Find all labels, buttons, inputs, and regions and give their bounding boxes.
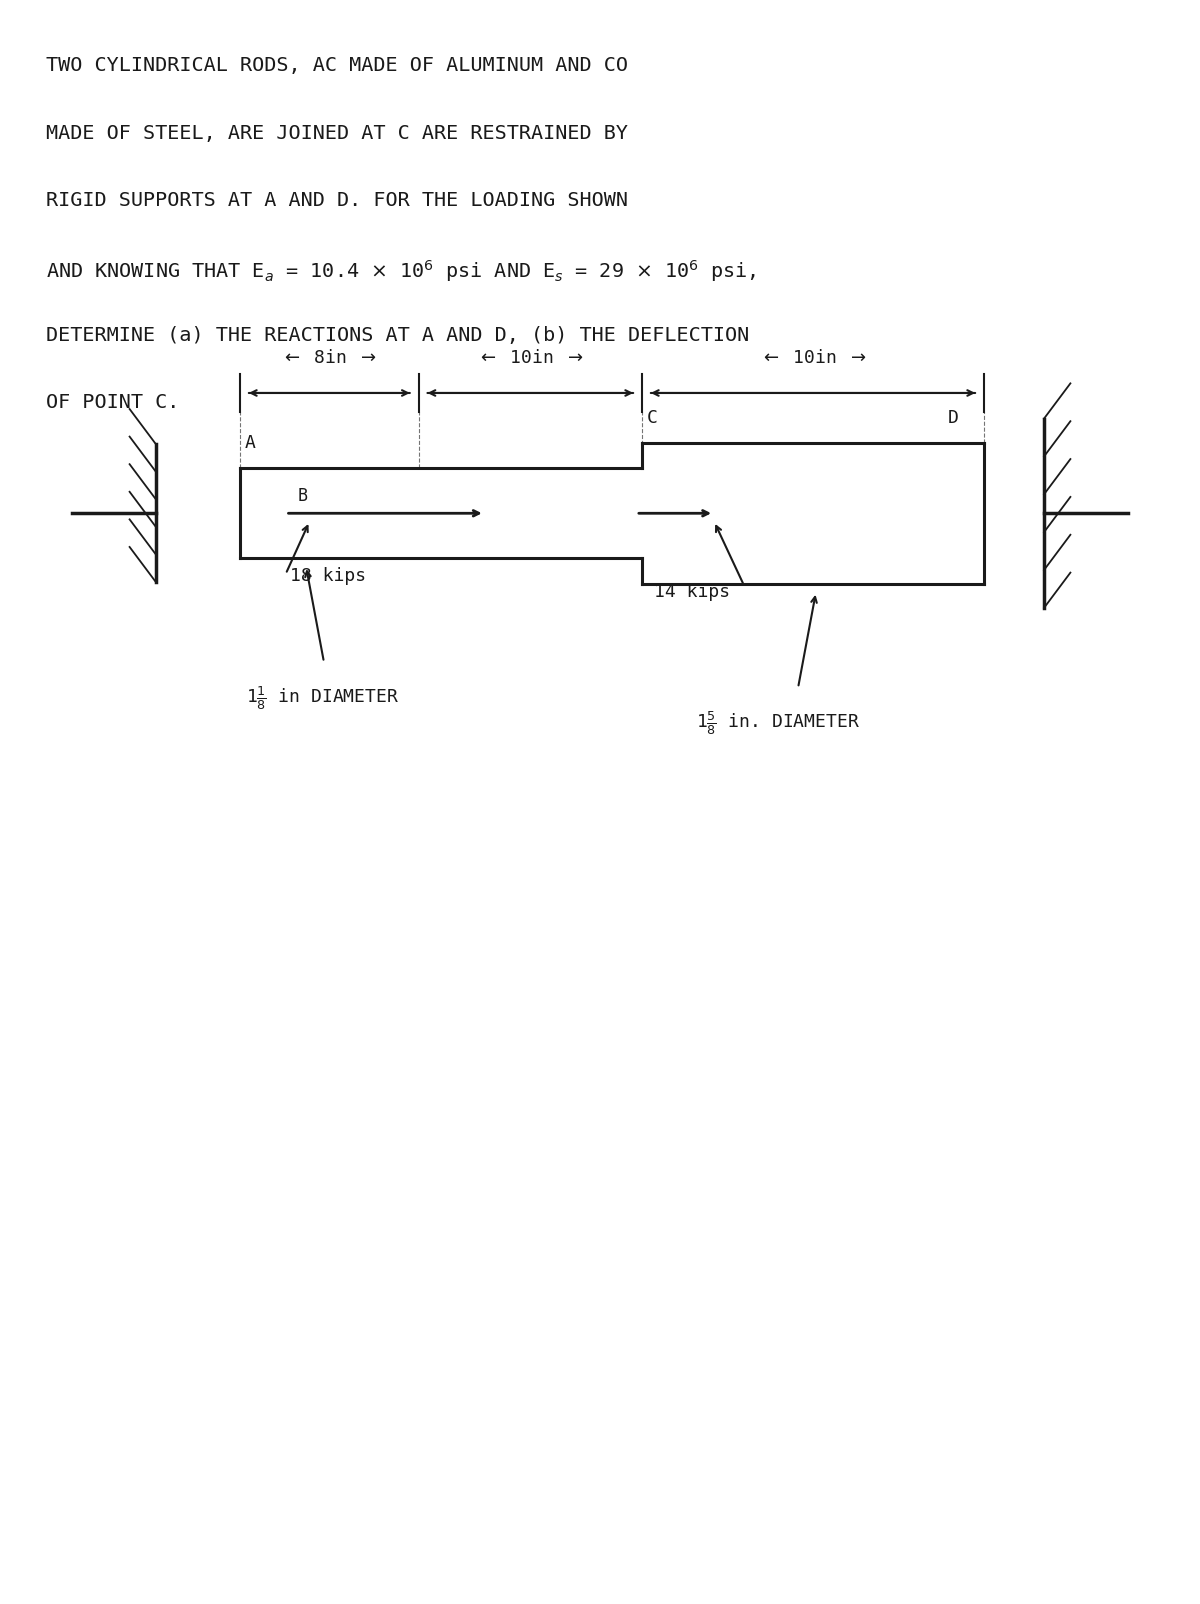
Text: 18 kips: 18 kips xyxy=(290,566,366,584)
Text: $\leftarrow$ 8in $\rightarrow$: $\leftarrow$ 8in $\rightarrow$ xyxy=(281,350,377,367)
Text: 14 kips: 14 kips xyxy=(654,582,730,600)
Text: AND KNOWING THAT E$_a$ = 10.4 $\times$ 10$^6$ psi AND E$_s$ = 29 $\times$ 10$^6$: AND KNOWING THAT E$_a$ = 10.4 $\times$ 1… xyxy=(46,258,756,284)
Text: D: D xyxy=(948,409,959,427)
Text: A: A xyxy=(245,435,256,452)
Text: TWO CYLINDRICAL RODS, AC MADE OF ALUMINUM AND CO: TWO CYLINDRICAL RODS, AC MADE OF ALUMINU… xyxy=(46,56,628,75)
Text: $\leftarrow$ 10in $\rightarrow$: $\leftarrow$ 10in $\rightarrow$ xyxy=(760,350,866,367)
Text: 1$\frac{5}{8}$ in. DIAMETER: 1$\frac{5}{8}$ in. DIAMETER xyxy=(696,709,860,738)
Text: 1$\frac{1}{8}$ in DIAMETER: 1$\frac{1}{8}$ in DIAMETER xyxy=(246,683,400,712)
Text: B: B xyxy=(298,488,307,505)
Text: DETERMINE (a) THE REACTIONS AT A AND D, (b) THE DEFLECTION: DETERMINE (a) THE REACTIONS AT A AND D, … xyxy=(46,326,749,345)
Text: C: C xyxy=(647,409,658,427)
Text: MADE OF STEEL, ARE JOINED AT C ARE RESTRAINED BY: MADE OF STEEL, ARE JOINED AT C ARE RESTR… xyxy=(46,124,628,143)
Text: $\leftarrow$ 10in $\rightarrow$: $\leftarrow$ 10in $\rightarrow$ xyxy=(476,350,583,367)
Text: OF POINT C.: OF POINT C. xyxy=(46,393,179,412)
Text: RIGID SUPPORTS AT A AND D. FOR THE LOADING SHOWN: RIGID SUPPORTS AT A AND D. FOR THE LOADI… xyxy=(46,191,628,210)
